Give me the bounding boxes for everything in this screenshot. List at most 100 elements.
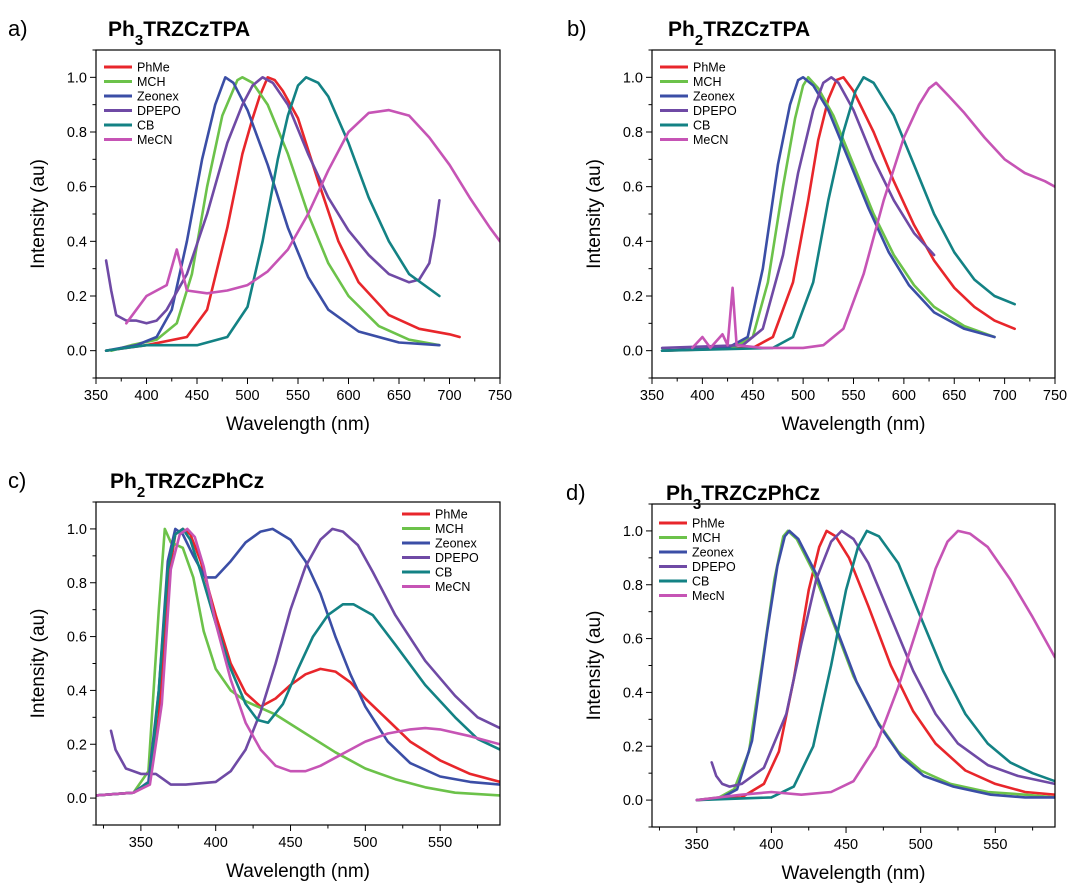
- legend-label-mecn: MeCN: [137, 133, 172, 147]
- x-tick-label: 550: [286, 388, 310, 404]
- x-axis-title: Wavelength (nm): [782, 863, 926, 884]
- series-line-mecn: [695, 529, 1055, 802]
- x-tick-label: 550: [983, 837, 1007, 853]
- chart-panel-d: d) Ph3TRZCzPhCz 350 400 450 500 550 0.0 0.2 0.4 0.…: [566, 480, 1056, 884]
- x-tick-label: 750: [1043, 388, 1067, 404]
- y-tick-label: 0.2: [623, 739, 643, 755]
- x-tick-label: 700: [993, 388, 1017, 404]
- y-tick-label: 0.0: [623, 793, 643, 809]
- legend-label-dpepo: DPEPO: [435, 551, 479, 565]
- chart-title-part: 2: [137, 484, 145, 501]
- legend-label-mecn: MecN: [692, 589, 725, 603]
- chart-panel-c: c) Ph2TRZCzPhCz 350 400 450 500 550 0.0 0.2 0.4 0.…: [8, 468, 501, 882]
- chart-title-part: TRZCzTPA: [143, 18, 250, 41]
- x-tick-label: 650: [387, 388, 411, 404]
- series-line-mecn: [691, 81, 1055, 350]
- y-axis-title: Intensity (au): [584, 611, 605, 721]
- x-tick-label: 400: [759, 837, 783, 853]
- chart-title-part: Ph: [668, 18, 695, 41]
- legend-label-cb: CB: [137, 119, 154, 133]
- legend-label-cb: CB: [693, 119, 710, 133]
- x-tick-label: 550: [841, 388, 865, 404]
- y-tick-label: 0.4: [623, 685, 643, 701]
- chart-title-part: TRZCzPhCz: [701, 482, 820, 505]
- x-tick-label: 500: [235, 388, 259, 404]
- series-line-mecn: [96, 527, 500, 797]
- x-tick-label: 450: [741, 388, 765, 404]
- legend-label-zeonex: Zeonex: [435, 537, 477, 551]
- legend-label-mch: MCH: [137, 75, 165, 89]
- chart-title-part: 3: [135, 32, 143, 49]
- x-tick-label: 350: [129, 835, 153, 851]
- x-tick-label: 450: [834, 837, 858, 853]
- y-tick-label: 0.8: [67, 576, 87, 592]
- series-line-zeonex: [695, 529, 1055, 802]
- series-line-zeonex: [660, 76, 996, 352]
- y-tick-label: 0.0: [67, 791, 87, 807]
- series-line-mch: [660, 76, 996, 352]
- x-tick-label: 450: [185, 388, 209, 404]
- series-line-cb: [660, 76, 1016, 352]
- y-tick-label: 1.0: [67, 70, 87, 86]
- legend-label-phme: PhMe: [693, 61, 726, 75]
- y-axis-title: Intensity (au): [28, 609, 49, 719]
- x-tick-label: 500: [353, 835, 377, 851]
- legend-label-cb: CB: [692, 575, 709, 589]
- chart-title-part: TRZCzTPA: [703, 18, 810, 41]
- y-tick-label: 0.0: [623, 344, 643, 360]
- y-tick-label: 0.8: [623, 125, 643, 141]
- chart-title: Ph2TRZCzTPA: [668, 18, 810, 49]
- x-tick-label: 450: [278, 835, 302, 851]
- y-tick-label: 0.4: [623, 234, 643, 250]
- series-line-mecn: [125, 108, 500, 325]
- x-tick-label: 400: [204, 835, 228, 851]
- y-tick-label: 0.8: [67, 125, 87, 141]
- x-axis-title: Wavelength (nm): [782, 414, 926, 435]
- y-axis-title: Intensity (au): [28, 159, 49, 269]
- x-tick-label: 650: [942, 388, 966, 404]
- legend-label-mch: MCH: [693, 75, 721, 89]
- series-line-phme: [660, 76, 1016, 352]
- y-tick-label: 0.2: [67, 737, 87, 753]
- chart-panel-a: a) Ph3TRZCzTPA 350 400 450 500 550 600 650 700 750…: [8, 16, 512, 435]
- x-tick-label: 500: [791, 388, 815, 404]
- legend-label-phme: PhMe: [692, 517, 725, 531]
- legend-label-cb: CB: [435, 566, 452, 580]
- y-axis-title: Intensity (au): [584, 159, 605, 269]
- x-tick-label: 350: [640, 388, 664, 404]
- x-tick-label: 600: [892, 388, 916, 404]
- x-axis-title: Wavelength (nm): [226, 414, 370, 435]
- legend-label-zeonex: Zeonex: [692, 546, 734, 560]
- legend-label-dpepo: DPEPO: [692, 560, 736, 574]
- x-tick-label: 350: [685, 837, 709, 853]
- chart-title: Ph3TRZCzTPA: [108, 18, 250, 49]
- series-line-mch: [96, 527, 500, 797]
- panel-letter: a): [8, 16, 28, 41]
- series-line-mch: [109, 76, 441, 352]
- y-tick-label: 0.2: [67, 289, 87, 305]
- x-tick-label: 400: [690, 388, 714, 404]
- series-line-phme: [695, 529, 1055, 802]
- chart-title-part: Ph: [110, 470, 137, 493]
- series-line-cb: [104, 76, 441, 352]
- y-tick-label: 0.8: [623, 578, 643, 594]
- x-tick-label: 550: [428, 835, 452, 851]
- y-tick-label: 0.2: [623, 289, 643, 305]
- series-line-dpepo: [710, 529, 1055, 788]
- x-tick-label: 350: [84, 388, 108, 404]
- series-line-mch: [695, 529, 1055, 802]
- panel-letter: d): [566, 480, 586, 505]
- chart-title-part: 2: [695, 32, 703, 49]
- legend-label-dpepo: DPEPO: [693, 104, 737, 118]
- series-line-zeonex: [104, 76, 441, 352]
- legend-label-mch: MCH: [435, 522, 463, 536]
- legend-label-dpepo: DPEPO: [137, 104, 181, 118]
- x-tick-label: 500: [909, 837, 933, 853]
- x-tick-label: 750: [488, 388, 512, 404]
- y-tick-label: 0.4: [67, 683, 87, 699]
- x-tick-label: 600: [336, 388, 360, 404]
